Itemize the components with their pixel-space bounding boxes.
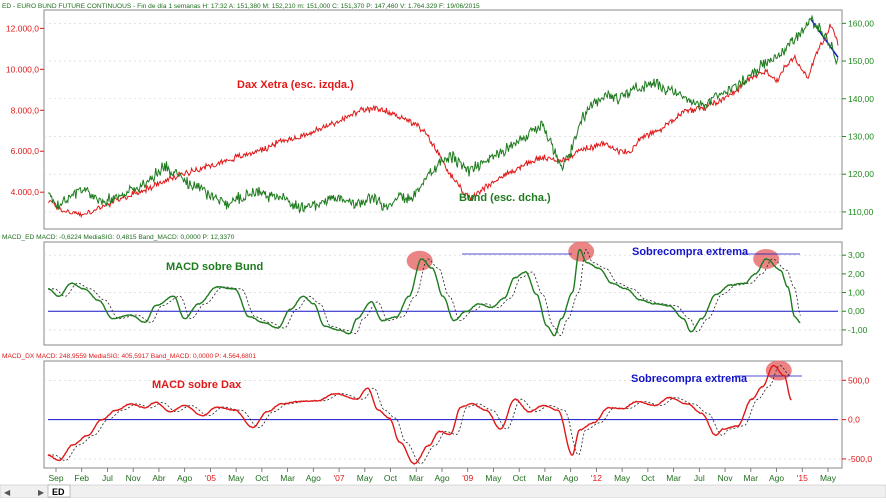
x-tick-label: '15 — [797, 473, 808, 483]
x-tick-label: May — [357, 473, 374, 483]
right-tick-label: 3,00 — [848, 250, 865, 260]
left-tick-label: 8.000,0 — [11, 105, 40, 115]
macd-dax-panel-header: MACD_DX MACD: 248,9559 MediaSIG: 405,591… — [2, 353, 256, 360]
x-tick-label: Oct — [513, 473, 527, 483]
left-tick-label: 10.000,0 — [6, 64, 39, 74]
x-tick-label: Nov — [126, 473, 142, 483]
right-tick-label: 500,0 — [848, 375, 870, 385]
right-tick-label: 140,00 — [848, 94, 874, 104]
macd-dax-overbought-label: Sobrecompra extrema — [631, 373, 748, 385]
macd-line — [48, 248, 801, 337]
macd-bund-panel-frame — [43, 241, 843, 346]
series-lines — [47, 14, 839, 465]
right-tick-label: 0,0 — [848, 415, 860, 425]
x-tick-label: May — [485, 473, 502, 483]
x-tick-label: Oct — [255, 473, 269, 483]
bottom-bar — [0, 484, 886, 499]
macd-bund-overbought-label: Sobrecompra extrema — [632, 246, 749, 258]
x-tick-label: Mar — [666, 473, 681, 483]
price-panel-frame — [43, 9, 843, 230]
x-tick-label: '05 — [205, 473, 216, 483]
macd-bund-panel-header: MACD_ED MACD: -0,6224 MediaSIG: 0,4815 B… — [2, 234, 235, 241]
x-tick-label: May — [820, 473, 837, 483]
x-tick-label: Mar — [743, 473, 758, 483]
signal-line — [48, 364, 792, 465]
x-axis: Sep Feb Jul Nov Abr Ago '05 May Oct Mar Ago '07 May O… — [48, 468, 837, 483]
macd-bund-title: MACD sobre Bund — [166, 261, 263, 273]
right-tick-label: 110,00 — [848, 207, 874, 217]
x-tick-label: Sep — [48, 473, 63, 483]
right-tick-label: 160,00 — [848, 18, 874, 28]
bund-price-line — [47, 14, 839, 214]
x-tick-label: Jul — [102, 473, 113, 483]
x-tick-label: Mar — [280, 473, 295, 483]
x-tick-label: Oct — [641, 473, 655, 483]
right-tick-label: 150,00 — [848, 56, 874, 66]
right-tick-label: -500,0 — [848, 454, 872, 464]
x-tick-label: '07 — [334, 473, 345, 483]
right-tick-label: -1,00 — [848, 325, 868, 335]
x-tick-label: Ago — [563, 473, 578, 483]
dax-annotation: Dax Xetra (esc. izqda.) — [237, 79, 354, 91]
chart-tab[interactable] — [47, 484, 71, 498]
right-tick-label: 120,00 — [848, 169, 874, 179]
scroll-right-icon[interactable]: ▶ — [38, 488, 45, 497]
price-panel-header: ED - EURO BUND FUTURE CONTINUOUS - Fin d… — [2, 3, 480, 10]
x-tick-label: Ago — [769, 473, 784, 483]
x-tick-label: Oct — [384, 473, 398, 483]
x-tick-label: Ago — [306, 473, 321, 483]
right-tick-label: 130,00 — [848, 131, 874, 141]
x-tick-label: Ago — [177, 473, 192, 483]
x-tick-label: Jul — [694, 473, 705, 483]
x-tick-label: Nov — [718, 473, 734, 483]
macd-line — [47, 364, 792, 465]
x-tick-label: Mar — [409, 473, 424, 483]
x-tick-label: Abr — [152, 473, 165, 483]
right-tick-label: 2,00 — [848, 269, 865, 279]
signal-line — [48, 249, 801, 336]
x-tick-label: '12 — [591, 473, 602, 483]
macd-dax-panel-frame — [43, 360, 843, 469]
x-tick-label: May — [614, 473, 631, 483]
x-tick-label: '09 — [462, 473, 473, 483]
left-tick-label: 6.000,0 — [11, 146, 40, 156]
x-tick-label: Mar — [538, 473, 553, 483]
left-tick-label: 4.000,0 — [11, 187, 40, 197]
left-tick-label: 12.000,0 — [6, 23, 39, 33]
right-tick-label: 0,00 — [848, 306, 865, 316]
bund-annotation: Bund (esc. dcha.) — [459, 192, 551, 204]
right-tick-label: 1,00 — [848, 288, 865, 298]
x-tick-label: Ago — [434, 473, 449, 483]
axis-ticks: 12.000,0 10.000,0 8.000,0 6.000,0 4.000,0 160… — [6, 18, 874, 464]
chart-tab-label: ED — [52, 487, 65, 497]
x-tick-label: Feb — [74, 473, 89, 483]
scroll-left-icon[interactable]: ◀ — [4, 488, 11, 497]
macd-dax-title: MACD sobre Dax — [152, 379, 242, 391]
x-tick-label: May — [228, 473, 245, 483]
